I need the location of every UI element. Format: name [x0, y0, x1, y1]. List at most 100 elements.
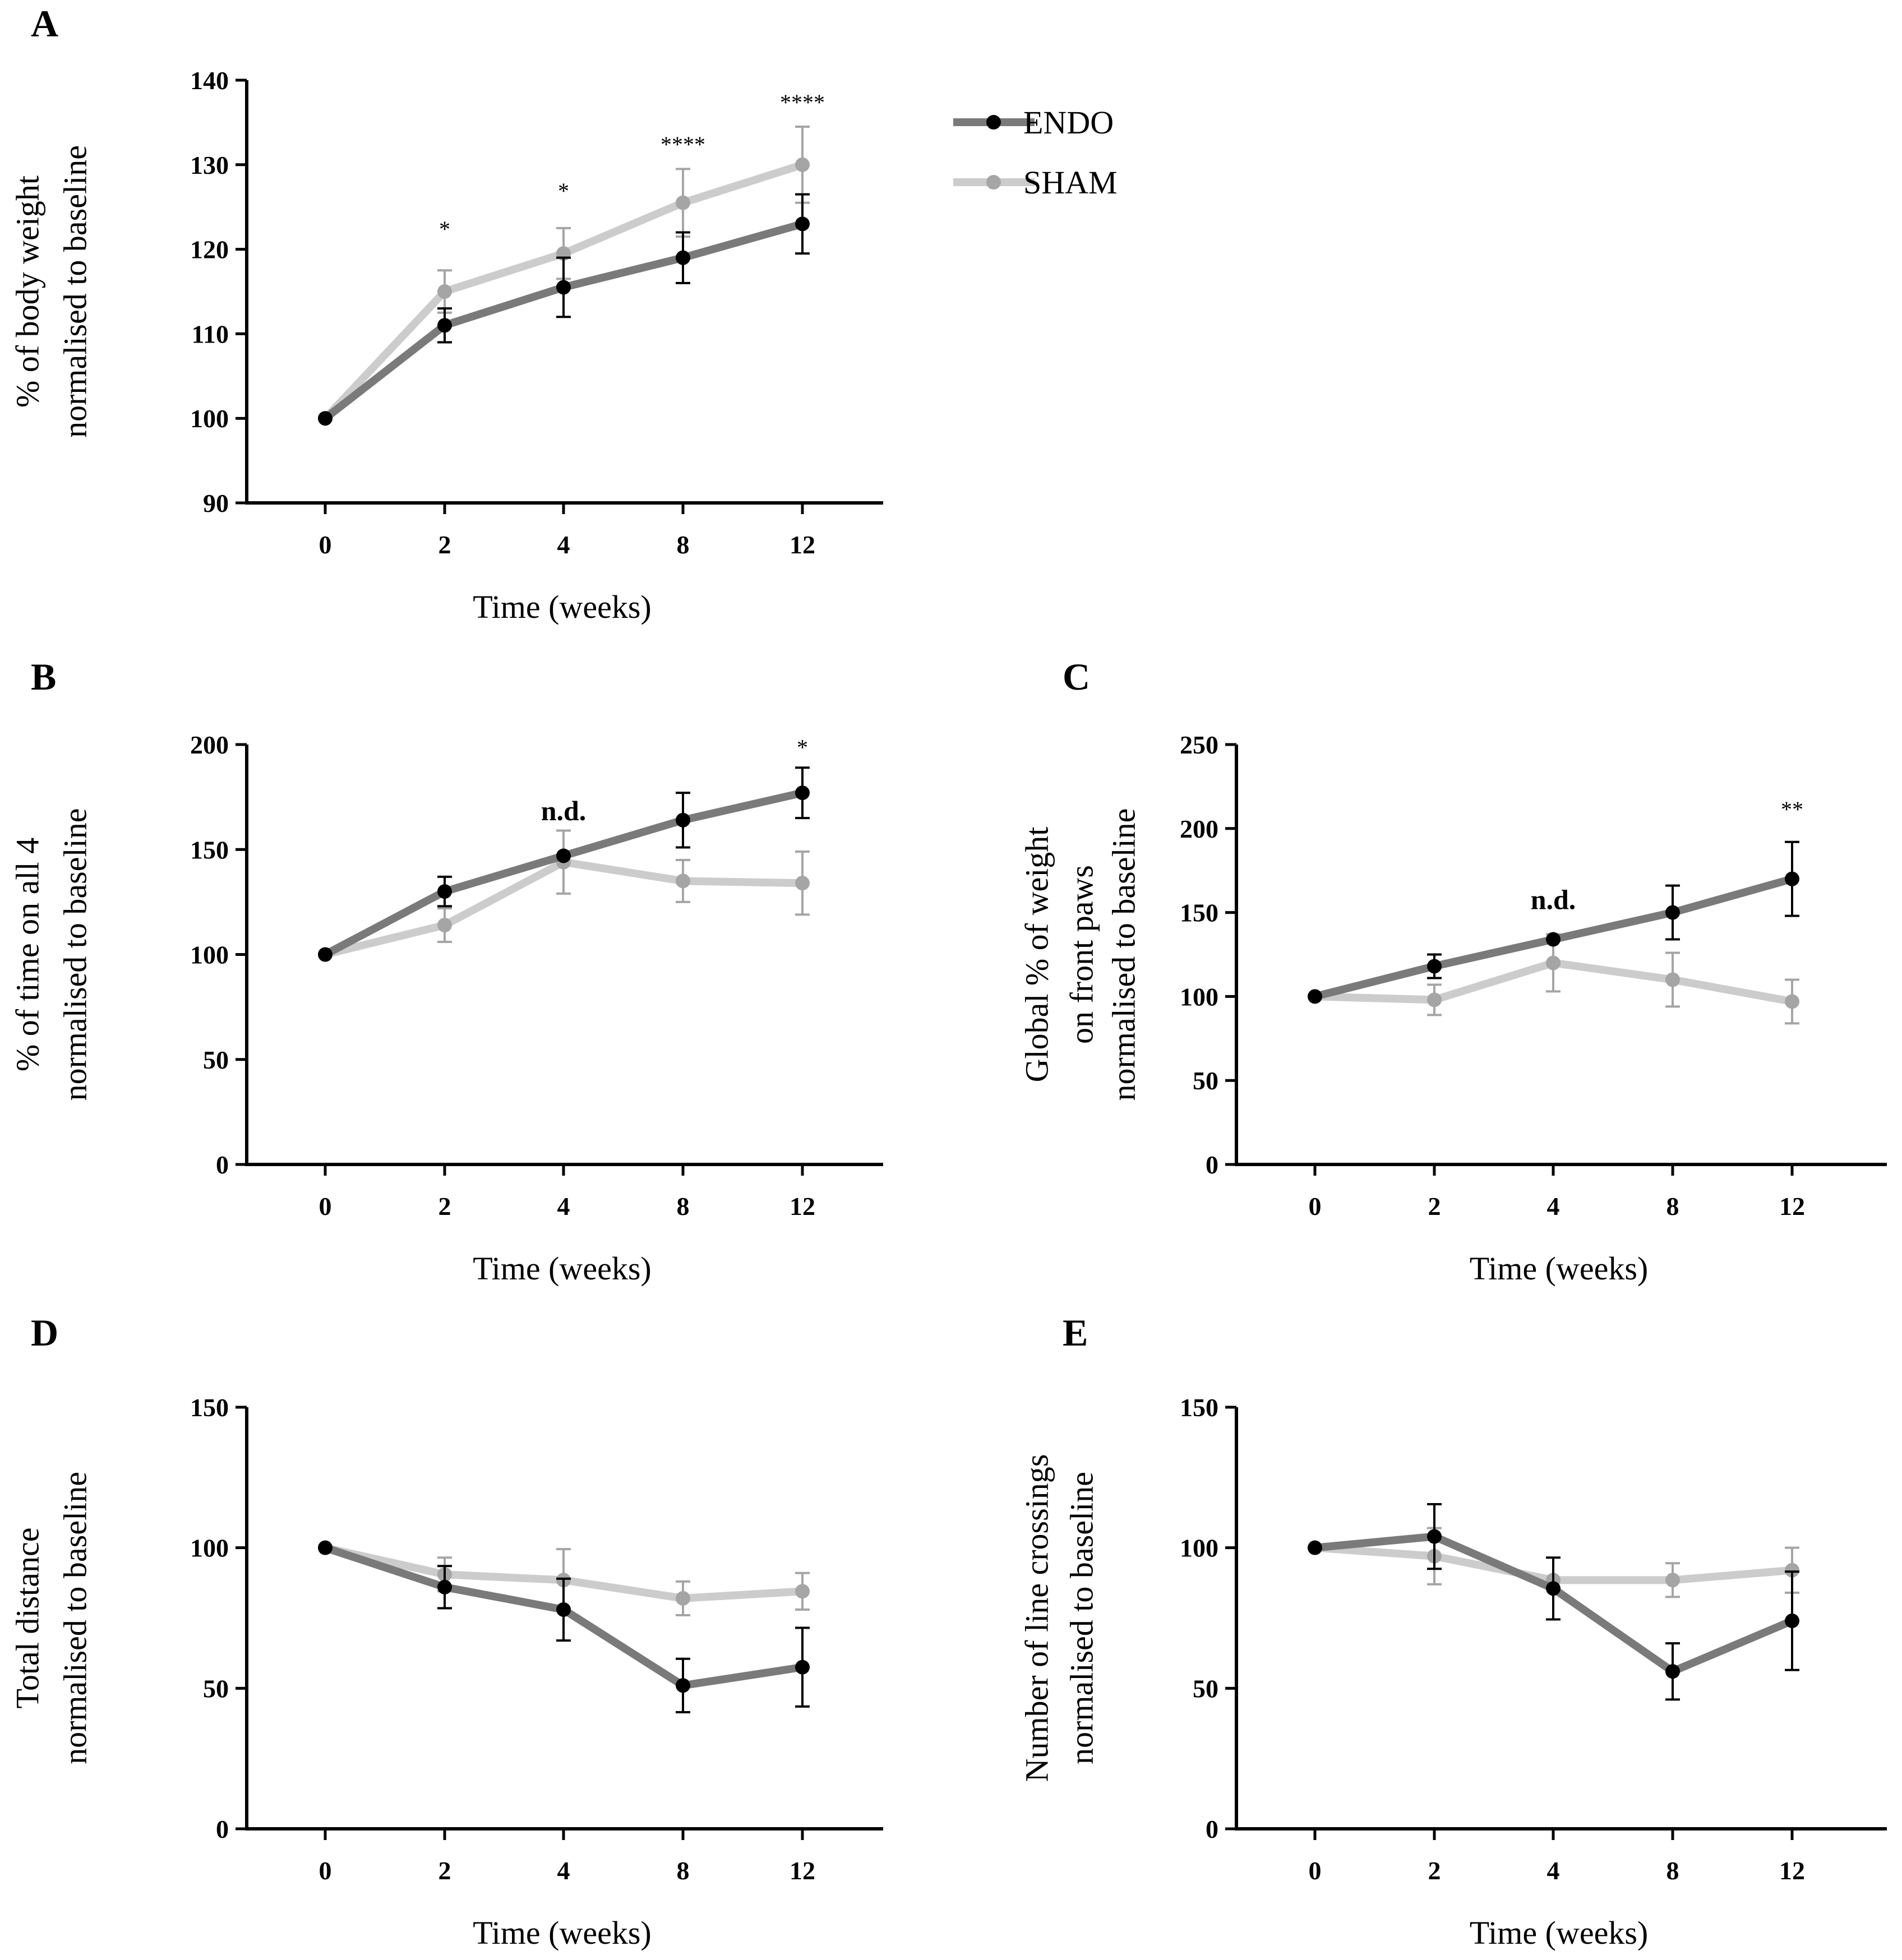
x-tick-label: 8 [1666, 1192, 1679, 1221]
data-point [318, 1540, 333, 1555]
series-endo [1308, 840, 1799, 1004]
chart-panel-c: C 0 50 100 150 200 250 0 2 4 8 12 Time (weeks) Global… [1018, 655, 1887, 1287]
data-point [437, 918, 452, 933]
chart-panel-b: B 0 50 100 150 200 0 2 4 8 12 Time (weeks) % of time… [9, 655, 883, 1287]
y-axis-title-line: normalised to baseline [1105, 808, 1142, 1101]
x-tick-label: 4 [557, 530, 570, 559]
legend-swatch-marker [986, 175, 1001, 189]
x-tick-label: 12 [1779, 1192, 1805, 1221]
y-tick-label: 0 [1206, 1815, 1218, 1843]
x-tick-label: 2 [1428, 1192, 1441, 1221]
y-tick-label: 100 [190, 941, 229, 969]
y-tick-label: 150 [190, 835, 229, 864]
data-point [1665, 1573, 1680, 1588]
data-point [1308, 989, 1322, 1004]
y-tick-label: 250 [1180, 731, 1218, 759]
data-point [437, 884, 452, 899]
panel-label: B [31, 655, 56, 698]
y-axis-title-line: on front paws [1063, 865, 1100, 1044]
y-tick-label: 100 [190, 404, 229, 433]
data-point [795, 785, 810, 801]
y-axis-title-line: % of body weight [9, 175, 45, 408]
panel-label: E [1063, 1311, 1088, 1354]
not-determined-label: n.d. [541, 795, 587, 826]
x-axis-title: Time (weeks) [473, 1915, 651, 1951]
y-axis-title-line: % of time on all 4 [9, 838, 45, 1071]
panel-label: C [1063, 655, 1090, 698]
y-axis-title-line: normalised to baseline [57, 145, 93, 438]
y-axis-title-line: normalised to baseline [57, 808, 93, 1101]
series-endo [1308, 1503, 1799, 1701]
data-point [795, 157, 810, 172]
legend-swatch-marker [986, 115, 1001, 130]
data-point [556, 848, 571, 863]
y-tick-label: 100 [1180, 1534, 1218, 1563]
y-tick-label: 110 [192, 320, 229, 348]
x-tick-label: 8 [677, 1856, 690, 1885]
x-tick-label: 8 [1666, 1856, 1679, 1885]
y-tick-label: 50 [1193, 1066, 1218, 1095]
legend-label: SHAM [1023, 164, 1118, 201]
data-point [1546, 932, 1561, 947]
data-point [556, 1602, 571, 1617]
x-tick-label: 0 [1309, 1192, 1322, 1221]
data-point [1665, 972, 1680, 987]
x-tick-label: 0 [319, 1856, 332, 1885]
y-axis-title-line: Total distance [9, 1528, 45, 1709]
y-axis-title-line: Global % of weight [1018, 827, 1055, 1083]
y-tick-label: 150 [1180, 1393, 1218, 1422]
y-axis-title-line: normalised to baseline [57, 1472, 93, 1764]
y-tick-label: 120 [190, 235, 229, 264]
y-tick-label: 0 [1206, 1150, 1218, 1179]
y-tick-label: 90 [203, 489, 229, 517]
x-axis-title: Time (weeks) [1470, 1250, 1648, 1287]
data-point [676, 873, 690, 889]
significance-marker: * [558, 178, 569, 204]
data-point [318, 411, 333, 426]
legend-label: ENDO [1023, 104, 1114, 141]
x-tick-label: 2 [438, 1192, 451, 1221]
x-tick-label: 2 [1428, 1856, 1441, 1885]
panel-label: A [31, 2, 58, 45]
chart-panel-e: E 0 50 100 150 0 2 4 8 12 Time (weeks) Number of li… [1018, 1311, 1887, 1951]
y-tick-label: 140 [190, 66, 229, 95]
data-point [437, 1579, 452, 1594]
y-tick-label: 50 [203, 1046, 229, 1074]
data-point [556, 280, 571, 295]
x-tick-label: 0 [319, 530, 332, 559]
x-tick-label: 12 [1779, 1856, 1805, 1885]
x-tick-label: 12 [790, 1192, 815, 1221]
x-axis-title: Time (weeks) [1470, 1915, 1648, 1951]
series-endo [318, 1540, 810, 1713]
y-tick-label: 100 [1180, 982, 1218, 1011]
data-point [1546, 1581, 1561, 1596]
data-point [676, 812, 690, 828]
chart-panel-a: A 90 100 110 120 130 140 0 2 4 8 12 Time (weeks) % of… [9, 2, 883, 625]
data-point [1427, 992, 1442, 1007]
x-tick-label: 4 [1547, 1856, 1560, 1885]
panel-label: D [31, 1311, 58, 1354]
legend-item-endo: ENDO [953, 104, 1114, 141]
x-tick-label: 4 [557, 1856, 570, 1885]
x-tick-label: 2 [438, 1856, 451, 1885]
data-point [1785, 1563, 1799, 1578]
data-point [795, 216, 810, 232]
x-axis-title: Time (weeks) [473, 1250, 651, 1287]
legend: ENDO SHAM [953, 104, 1118, 201]
x-tick-label: 12 [790, 1856, 815, 1885]
significance-marker: **** [661, 132, 705, 157]
x-tick-label: 12 [790, 530, 815, 559]
y-tick-label: 200 [1180, 815, 1218, 843]
data-point [795, 1584, 810, 1599]
data-point [1427, 1529, 1442, 1544]
data-point [437, 284, 452, 299]
significance-marker: ** [1781, 797, 1803, 822]
data-point [1785, 1614, 1799, 1629]
y-tick-label: 0 [216, 1815, 229, 1843]
data-point [676, 1678, 690, 1693]
data-point [1665, 1664, 1680, 1679]
x-axis-title: Time (weeks) [473, 589, 651, 625]
data-point [795, 876, 810, 891]
chart-panel-d: D 0 50 100 150 0 2 4 8 12 Time (weeks) Total distan… [9, 1311, 883, 1951]
series-endo [318, 193, 810, 426]
